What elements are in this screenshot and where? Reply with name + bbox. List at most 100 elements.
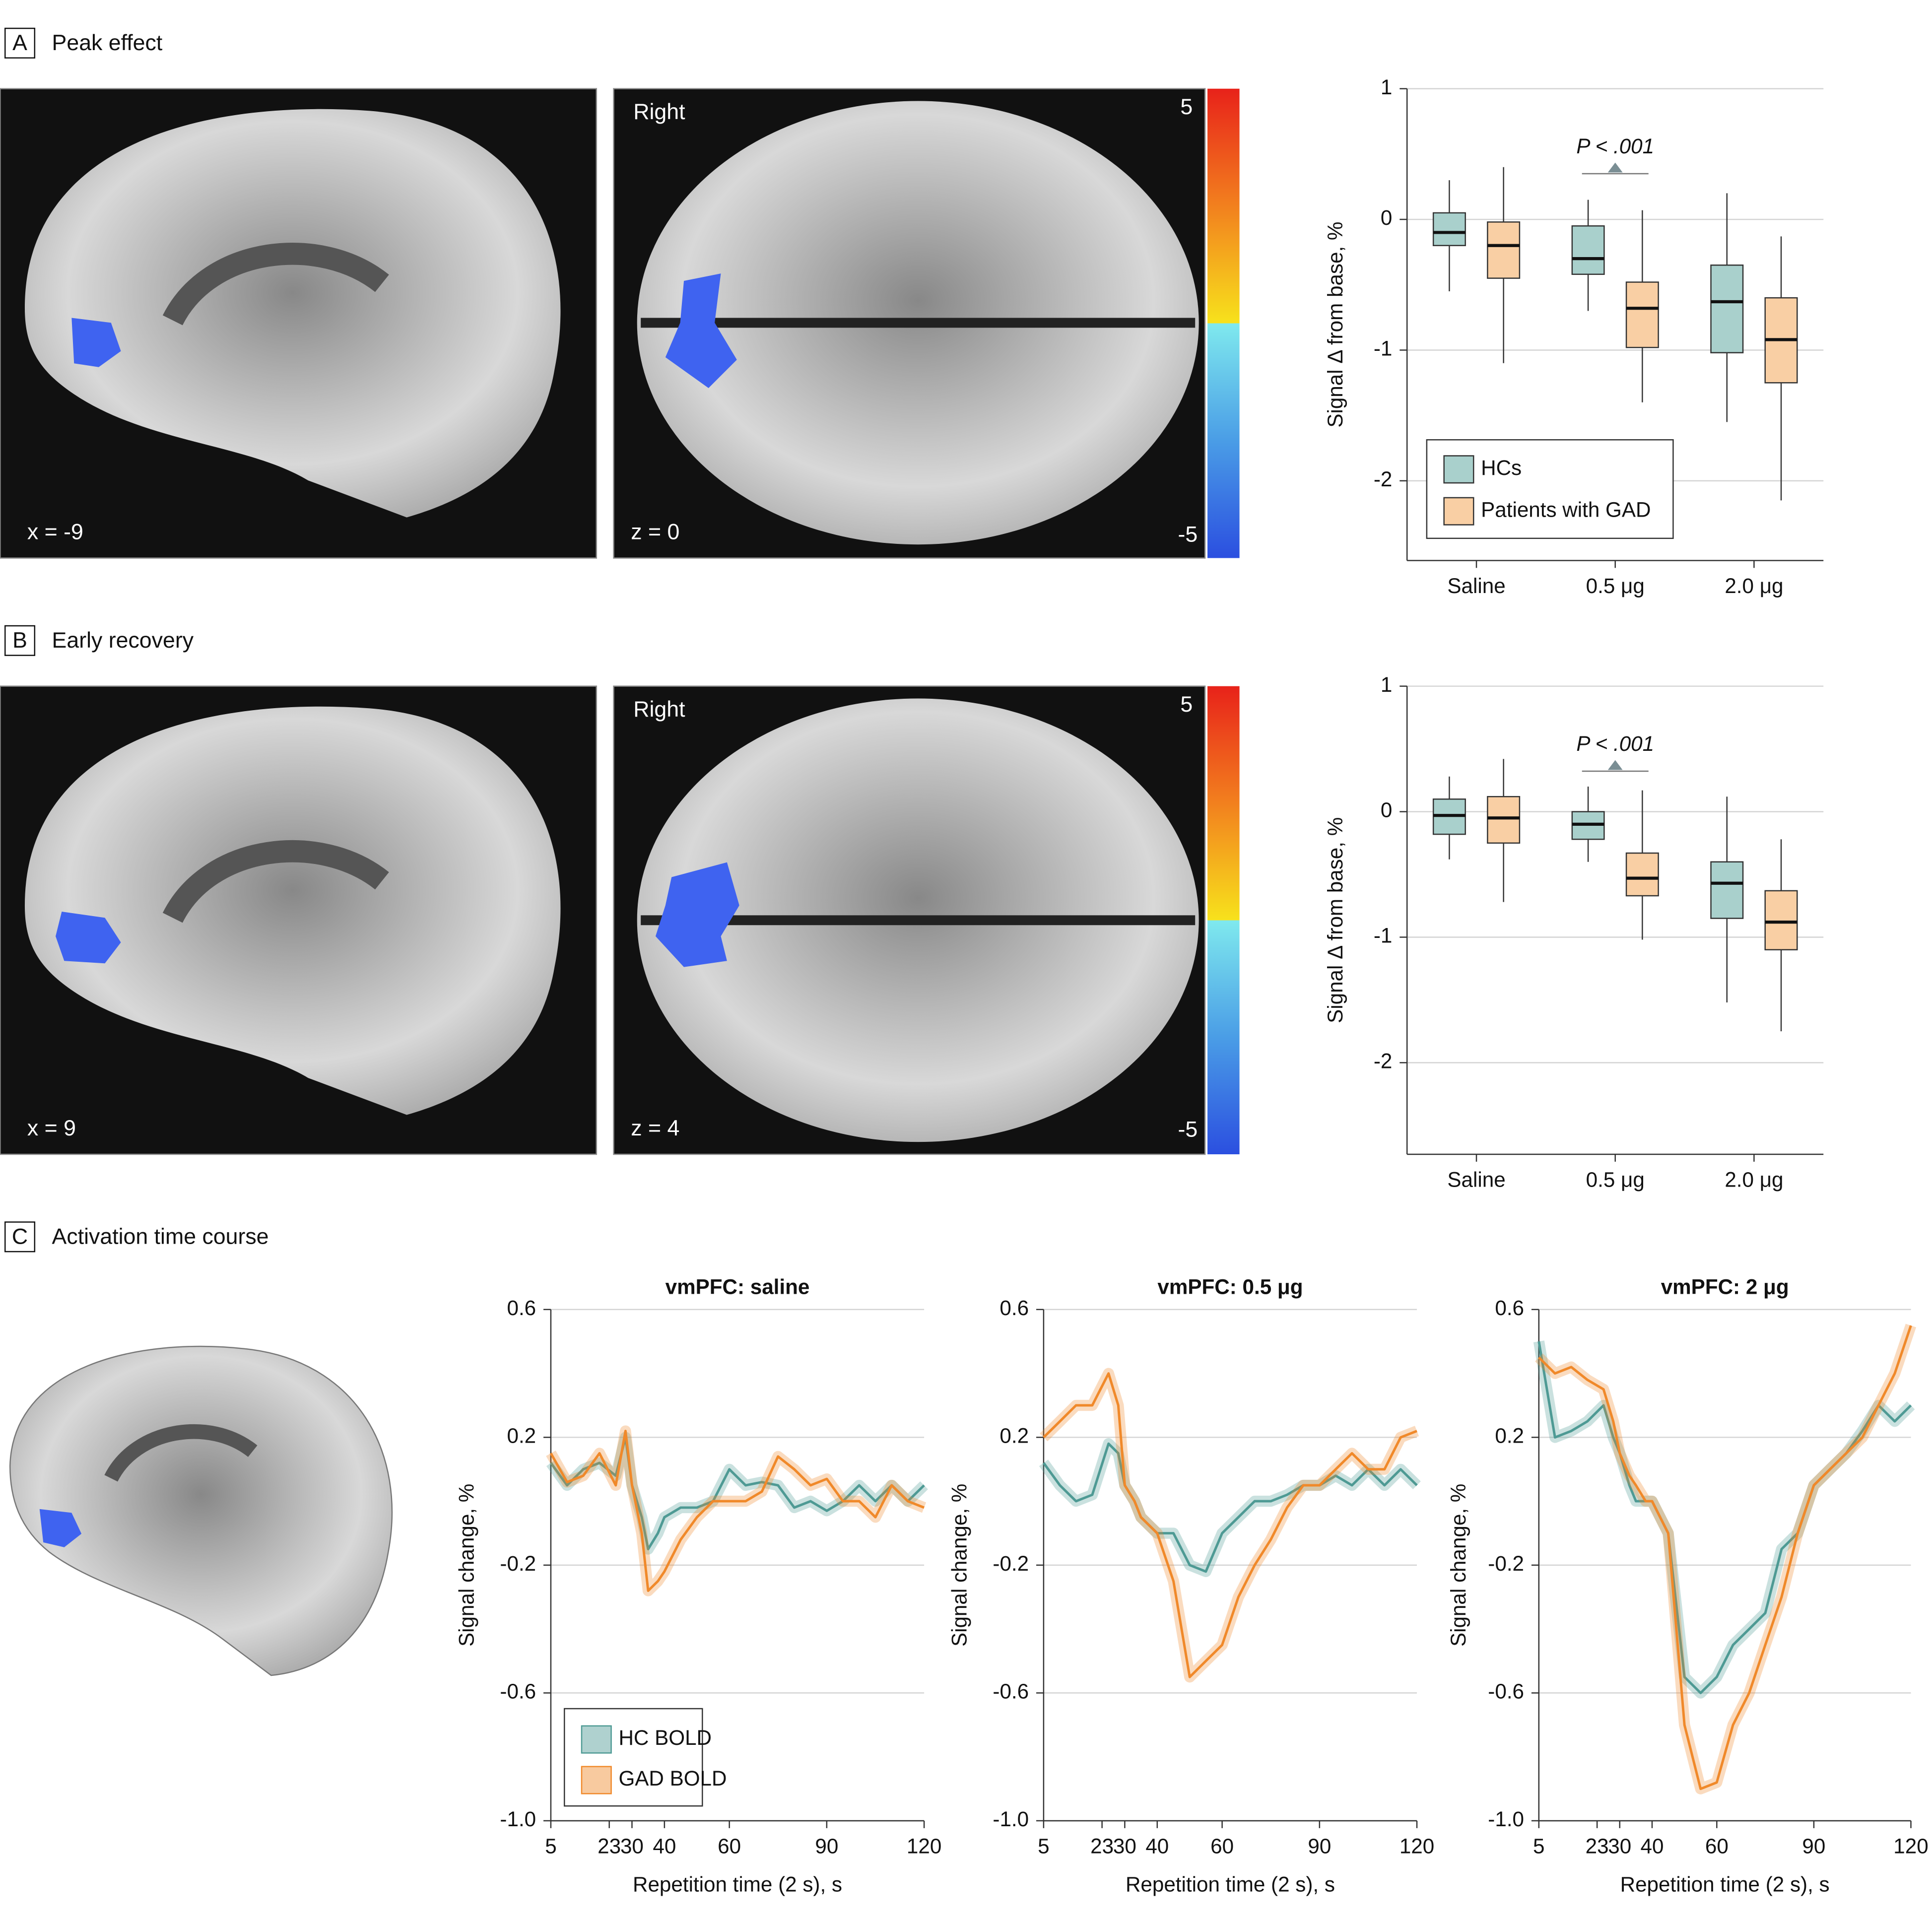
panel-b: B Early recovery x = 9 Right z = 4 5 -5	[0, 625, 1240, 1155]
box	[1710, 861, 1744, 919]
y-tick-label: -1	[1374, 924, 1393, 947]
annotation: P < .001	[1576, 134, 1654, 158]
box	[1571, 225, 1605, 275]
panel-a: A Peak effect x = -9 Right z = 0 5 -5	[0, 27, 1240, 559]
chart: 1 0 -1 -2 Signal Δ from base, % Saline 0.5 μg 2…	[1324, 673, 1824, 1192]
y-tick-label: -0.2	[993, 1552, 1029, 1575]
slice-label: z = 0	[631, 520, 679, 544]
x-tick-label: 90	[1308, 1835, 1331, 1858]
x-tick-label: 40	[1145, 1835, 1169, 1858]
brain-shape	[24, 706, 561, 1115]
x-tick-label: 23	[1090, 1835, 1114, 1858]
annotation-marker	[1607, 162, 1623, 173]
x-tick-label: 5	[545, 1835, 556, 1858]
legend-swatch	[1443, 497, 1474, 526]
box	[1487, 796, 1521, 844]
y-tick-label: 0.6	[507, 1296, 536, 1320]
y-tick-label: -0.6	[500, 1680, 536, 1703]
legend-label: HC BOLD	[618, 1726, 712, 1749]
panel-letter-box	[4, 27, 36, 59]
series-line	[549, 1436, 925, 1551]
panel-title: Activation time course	[52, 1225, 269, 1249]
series-band	[1534, 1324, 1917, 1794]
y-axis-label: Signal Δ from base, %	[1324, 222, 1347, 428]
x-tick-label: 120	[907, 1835, 941, 1858]
x-axis-label: Repetition time (2 s), s	[1620, 1873, 1830, 1896]
annotation-marker	[1607, 760, 1623, 770]
x-tick-label: 60	[1705, 1835, 1729, 1858]
y-tick-label: 0.6	[1495, 1296, 1524, 1320]
slice-label: x = -9	[27, 520, 83, 544]
x-tick-label: 120	[1893, 1835, 1928, 1858]
chart-title: vmPFC: saline	[666, 1275, 810, 1299]
y-tick-label: -1.0	[1488, 1807, 1524, 1831]
y-tick-label: -1.0	[500, 1807, 536, 1831]
y-tick-label: 0.2	[507, 1424, 536, 1447]
series-line	[1537, 1341, 1912, 1695]
annotation: P < .001	[1576, 732, 1654, 755]
x-tick-label: 5	[1533, 1835, 1544, 1858]
y-tick-label: 0	[1381, 798, 1392, 822]
x-tick-label: 120	[1399, 1835, 1434, 1858]
x-axis-label: Repetition time (2 s), s	[633, 1873, 842, 1896]
slice-label: z = 4	[631, 1116, 679, 1140]
series-band	[1533, 1340, 1915, 1699]
x-tick-label: Saline	[1447, 574, 1505, 597]
x-tick-label: 90	[1802, 1835, 1825, 1858]
x-tick-label: 2.0 μg	[1725, 1168, 1783, 1192]
series-line	[1538, 1325, 1912, 1790]
series-line	[549, 1430, 925, 1592]
brain-shape	[24, 109, 561, 518]
box	[1625, 281, 1659, 348]
y-axis-label: Signal change, %	[948, 1484, 971, 1647]
panel-letter: C	[12, 1225, 28, 1249]
x-tick-label: 5	[1038, 1835, 1049, 1858]
x-tick-label: 2.0 μg	[1725, 574, 1783, 597]
x-tick-label: 30	[1608, 1835, 1631, 1858]
activation-blob	[665, 273, 737, 388]
legend-box	[564, 1708, 703, 1807]
y-tick-label: 0.2	[999, 1424, 1029, 1447]
x-tick-label: 60	[718, 1835, 741, 1858]
y-tick-label: -0.6	[1488, 1680, 1524, 1703]
chart: 1 0 -1 -2 Signal Δ from base, % Saline 0.5 μg 2…	[1324, 75, 1824, 597]
x-axis-label: Repetition time (2 s), s	[1126, 1873, 1335, 1896]
x-tick-label: Saline	[1447, 1168, 1505, 1192]
activation-blob	[655, 862, 739, 967]
activation-blob	[56, 911, 121, 964]
box	[1432, 212, 1466, 247]
legend-label: Patients with GAD	[1481, 498, 1651, 521]
panel-title: Early recovery	[52, 628, 194, 653]
x-tick-label: 60	[1210, 1835, 1234, 1858]
y-tick-label: -0.6	[993, 1680, 1029, 1703]
y-tick-label: 0	[1381, 206, 1392, 229]
panel-letter-box	[4, 1221, 36, 1253]
y-tick-label: 1	[1381, 75, 1392, 99]
brain-structure	[162, 840, 389, 923]
colorbar	[1207, 686, 1240, 1154]
colorbar	[1207, 88, 1240, 558]
x-tick-label: 23	[598, 1835, 621, 1858]
colorbar-max: 5	[1180, 95, 1193, 119]
colorbar-min: -5	[1178, 1118, 1198, 1142]
legend-label: GAD BOLD	[618, 1767, 727, 1790]
x-tick-label: 0.5 μg	[1586, 1168, 1645, 1192]
orientation-label: Right	[633, 697, 685, 722]
colorbar-max: 5	[1180, 692, 1193, 717]
y-axis-label: Signal change, %	[1447, 1484, 1470, 1647]
panel-letter-box	[4, 625, 36, 656]
series-line	[1042, 1442, 1418, 1573]
x-tick-label: 40	[1641, 1835, 1664, 1858]
x-tick-label: 0.5 μg	[1586, 574, 1645, 597]
orientation-label: Right	[633, 100, 685, 124]
colorbar-min: -5	[1178, 523, 1198, 547]
series-line	[1043, 1372, 1417, 1678]
y-tick-label: -1	[1374, 337, 1393, 360]
activation-blob	[39, 1509, 82, 1547]
legend-swatch	[581, 1725, 612, 1754]
y-tick-label: -2	[1374, 1050, 1393, 1073]
x-tick-label: 23	[1586, 1835, 1609, 1858]
